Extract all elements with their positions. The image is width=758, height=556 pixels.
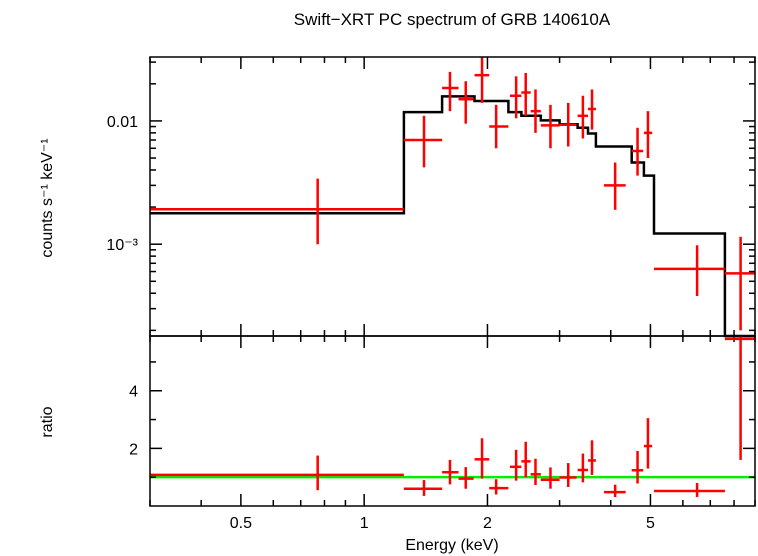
ratio-point-4: [458, 467, 474, 489]
spectrum-point-10: [540, 104, 560, 149]
spectrum-point-9: [530, 89, 541, 133]
spectrum-point-1: [150, 178, 404, 245]
ratio-point-1: [150, 455, 404, 491]
ratio-point-18: [724, 336, 755, 460]
spectrum-point-14: [603, 162, 626, 210]
ratio-data-layer: [150, 336, 755, 498]
ratio-panel: 0.5 1 2 5 2 4 ratio Energy (keV): [39, 335, 756, 554]
chart-title: Swift−XRT PC spectrum of GRB 140610A: [294, 10, 611, 29]
y-tick-label: 0.01: [107, 114, 138, 131]
spectrum-data-layer: [150, 57, 755, 338]
ratio-point-15: [631, 450, 644, 484]
spectrum-point-17: [653, 245, 725, 296]
spectrum-point-11: [559, 102, 577, 147]
ratio-point-12: [577, 453, 589, 483]
spectrum-point-8: [521, 72, 531, 116]
x-tick-label: 5: [646, 515, 655, 532]
x-axis-label: Energy (keV): [405, 537, 498, 554]
ratio-point-13: [588, 440, 596, 475]
spectrum-ticks-layer: 0.01 10⁻³: [106, 57, 756, 348]
ratio-plot-frame: [149, 335, 756, 507]
ratio-point-5: [474, 438, 490, 479]
spectrum-point-3: [442, 71, 459, 112]
spectrum-panel: 0.01 10⁻³ counts s⁻¹ keV⁻¹: [39, 56, 756, 348]
spectrum-point-7: [509, 76, 522, 119]
spectrum-plot-frame: [149, 56, 756, 337]
y-tick-label: 10⁻³: [106, 237, 138, 254]
ratio-point-10: [540, 467, 560, 489]
spectrum-point-18: [724, 236, 755, 331]
ratio-y-tick-label: 2: [129, 441, 138, 458]
ratio-point-17: [653, 482, 725, 498]
ratio-point-16: [643, 418, 653, 469]
spectrum-point-12: [577, 95, 589, 139]
ratio-point-8: [521, 441, 531, 478]
ratio-y-tick-label: 4: [129, 384, 138, 401]
spectrum-point-4: [458, 81, 474, 124]
x-tick-label: 2: [483, 515, 492, 532]
spectrum-point-6: [489, 104, 509, 149]
ratio-point-9: [530, 458, 541, 485]
x-tick-label: 0.5: [230, 515, 252, 532]
spectrum-point-15: [631, 127, 644, 176]
ratio-point-2: [403, 480, 443, 496]
ratio-point-7: [509, 449, 522, 481]
model-step-line: [150, 95, 755, 338]
spectrum-y-axis-label: counts s⁻¹ keV⁻¹: [39, 138, 56, 257]
spectrum-point-13: [588, 89, 596, 130]
spectrum-point-5: [474, 57, 490, 103]
x-tick-label: 1: [360, 515, 369, 532]
ratio-point-11: [559, 463, 577, 487]
spectrum-point-16: [643, 111, 653, 159]
ratio-point-6: [489, 479, 509, 495]
spectrum-point-2: [403, 115, 443, 168]
ratio-point-14: [603, 484, 626, 498]
ratio-point-3: [442, 459, 459, 485]
ratio-y-axis-label: ratio: [39, 406, 56, 437]
